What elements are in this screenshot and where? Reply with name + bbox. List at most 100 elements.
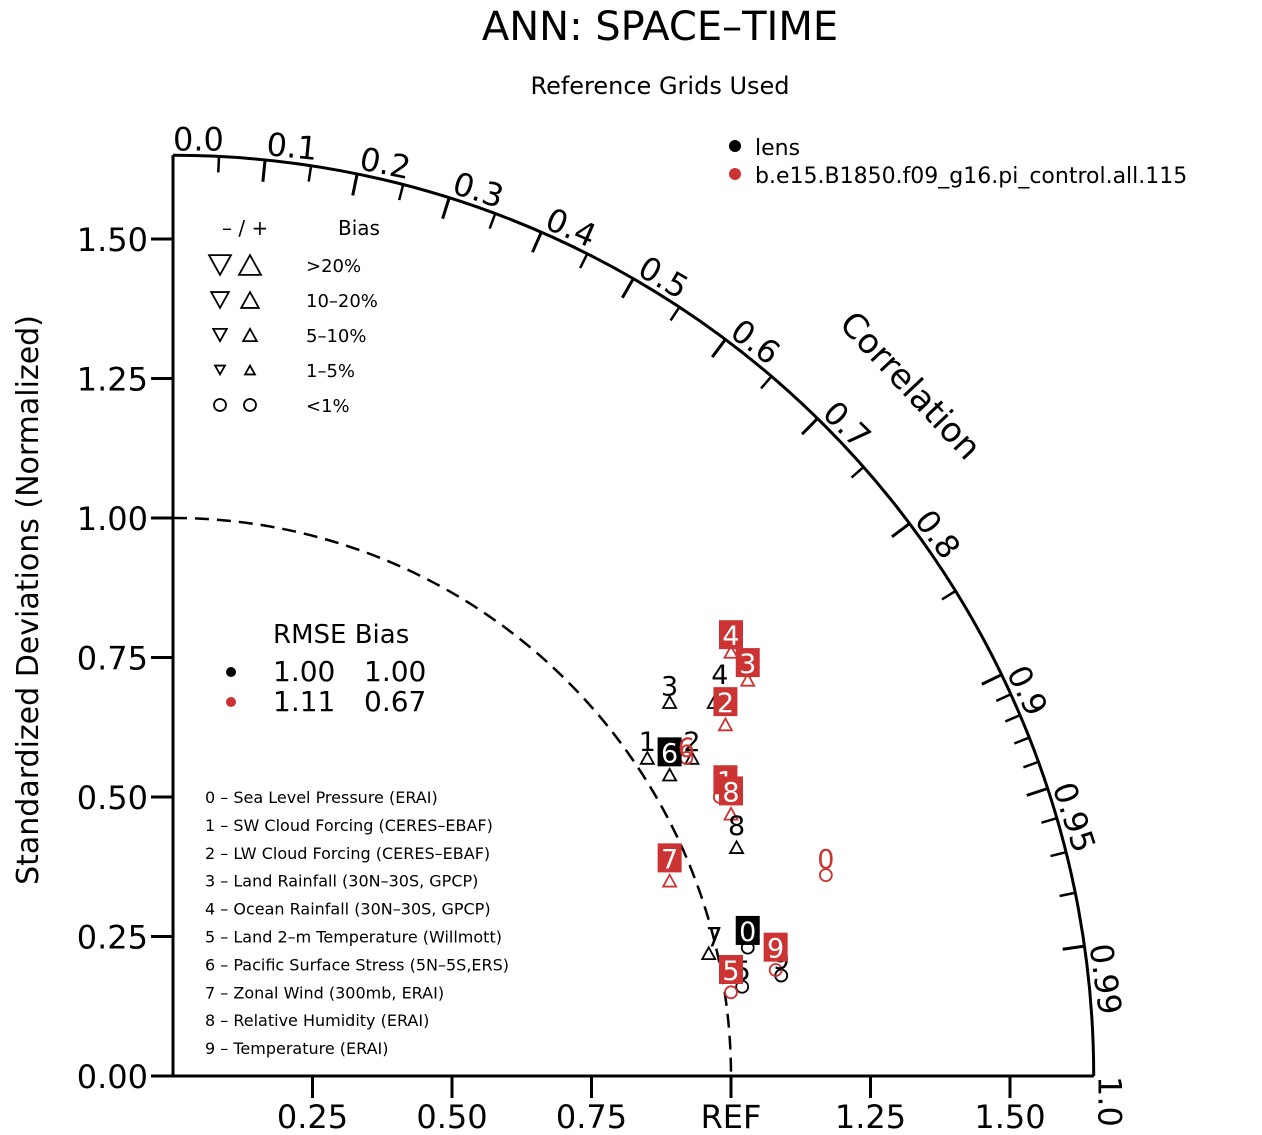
bias-legend-up-triangle [241,327,259,343]
variable-legend-entry: 8 – Relative Humidity (ERAI) [205,1011,429,1030]
correlation-tick-label: 0.1 [265,125,319,168]
bias-marker-triangle [722,644,740,659]
rmse-value: 1.11 [273,685,335,718]
correlation-tick [669,306,681,322]
bias-value: 1.00 [364,655,426,688]
correlation-tick-label: 1.0 [1091,1076,1129,1127]
correlation-tick-label: 0.9 [999,659,1055,721]
bias-marker-triangle [700,945,717,960]
correlation-major-tick [261,159,267,182]
legend-dot [729,140,741,152]
correlation-tick-label: 0.99 [1082,941,1130,1017]
rmse-dot [226,667,236,677]
bias-marker-circle [724,985,738,1000]
bias-legend-header: – / + [222,216,268,240]
correlation-major-tick [441,197,451,220]
bias-legend-label: 5–10% [306,326,366,347]
correlation-major-tick [621,277,635,299]
correlation-tick [995,693,1012,703]
y-tick-label: 1.00 [77,500,148,538]
correlation-tick [488,213,497,229]
bias-legend-down-triangle [209,291,231,310]
bias-legend-title: Bias [338,216,380,240]
correlation-major-tick [891,522,911,538]
correlation-tick [307,165,313,182]
bias-marker-triangle [683,750,700,765]
correlation-tick [941,589,957,601]
data-point-label: 4 [711,660,728,691]
legend-label: lens [755,136,800,161]
bias-legend-down-triangle [211,327,229,343]
correlation-major-tick [1026,787,1049,797]
data-point-label: 6 [661,738,678,769]
correlation-tick [578,253,589,269]
correlation-major-tick [801,417,819,436]
bias-marker-triangle [739,672,756,687]
correlation-major-tick [351,173,359,196]
data-point-label: 2 [683,727,700,758]
variable-legend-entry: 7 – Zonal Wind (300mb, ERAI) [205,983,444,1002]
variable-legend-entry: 4 – Ocean Rainfall (30N–30S, GPCP) [205,900,491,919]
data-point-label: 0 [817,844,834,875]
variable-legend-entry: 5 – Land 2–m Temperature (Willmott) [205,928,502,947]
bias-legend-up-triangle [239,290,261,309]
data-point-label: 3 [739,649,756,680]
y-tick-label: 0.50 [77,779,148,817]
bias-marker-circle [818,868,833,883]
data-point-box [719,954,743,984]
x-tick-label: 1.25 [835,1098,906,1135]
data-point-label: 8 [722,777,739,808]
data-point-label: 9 [767,934,784,965]
correlation-tick [1013,736,1030,745]
bias-marker-triangle [639,750,656,765]
rmse-dot [226,697,236,707]
data-point-label: 3 [661,671,678,702]
bias-legend-circle [213,398,227,412]
y-tick-label: 0.00 [77,1058,148,1096]
correlation-tick-label: 0.3 [448,164,508,216]
chart-title: ANN: SPACE–TIME [482,4,838,50]
y-axis-label: Standardized Deviations (Normalized) [11,315,46,885]
correlation-arc [172,153,1096,1077]
correlation-tick-label: 0.6 [724,311,788,372]
bias-legend-down-triangle [207,254,233,277]
marks-layer: 01234567890123456789 [639,620,834,1000]
correlation-tick [760,375,773,390]
y-tick-label: 1.25 [77,361,148,399]
correlation-tick [397,184,405,201]
bias-legend-up-triangle [237,253,263,276]
x-tick-label: 1.50 [974,1098,1045,1135]
bias-marker-triangle [661,694,678,709]
bias-marker-triangle [661,872,678,888]
bias-marker-triangle [661,766,678,782]
variable-legend-entry: 6 – Pacific Surface Stress (5N–5S,ERS) [205,955,509,974]
data-point-box [763,932,788,962]
correlation-tick [216,156,221,173]
axes-layer [151,153,1096,1098]
variable-legend-entry: 0 – Sea Level Pressure (ERAI) [205,788,438,807]
correlation-tick [1050,850,1067,858]
legend-label: b.e15.B1850.f09_g16.pi_control.all.115 [755,164,1187,189]
y-tick-label: 1.50 [77,221,148,259]
data-point-label: 7 [706,923,723,954]
correlation-tick-label: 0.8 [907,503,968,567]
bias-legend-down-triangle [213,364,227,377]
correlation-tick-label: 0.0 [173,120,224,158]
data-point-label: 4 [722,621,739,652]
data-point-label: 2 [717,688,734,719]
bias-marker-triangle [728,839,745,854]
bias-marker-triangle [717,716,734,732]
rmse-table-header: RMSE Bias [273,620,409,650]
bias-legend-label: 1–5% [306,361,355,382]
bias-legend-label: >20% [306,256,361,277]
data-point-label: 1 [639,727,656,758]
data-point-box [735,648,760,678]
x-tick-label: 0.75 [556,1098,627,1135]
bias-marker-circle [768,963,783,977]
data-point-box [713,687,738,717]
bias-marker-triangle [722,806,740,821]
bias-legend-circle [243,398,257,412]
correlation-tick [1022,760,1039,769]
variable-legend-entry: 3 – Land Rainfall (30N–30S, GPCP) [205,872,478,891]
